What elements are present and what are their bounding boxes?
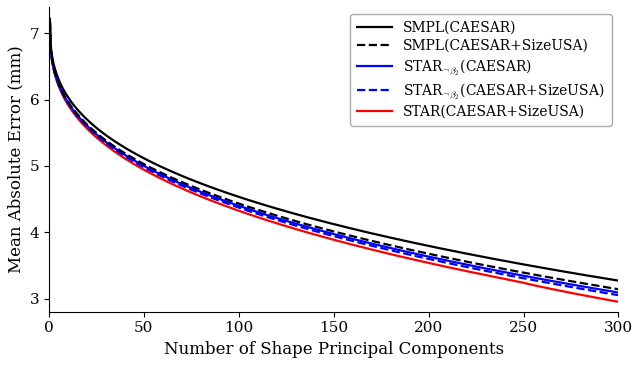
Legend: SMPL(CAESAR), SMPL(CAESAR+SizeUSA), STAR$_{\neg\beta_2}$(CAESAR), STAR$_{\neg\be: SMPL(CAESAR), SMPL(CAESAR+SizeUSA), STAR… — [350, 14, 612, 126]
X-axis label: Number of Shape Principal Components: Number of Shape Principal Components — [164, 341, 504, 358]
Y-axis label: Mean Absolute Error (mm): Mean Absolute Error (mm) — [7, 46, 24, 273]
